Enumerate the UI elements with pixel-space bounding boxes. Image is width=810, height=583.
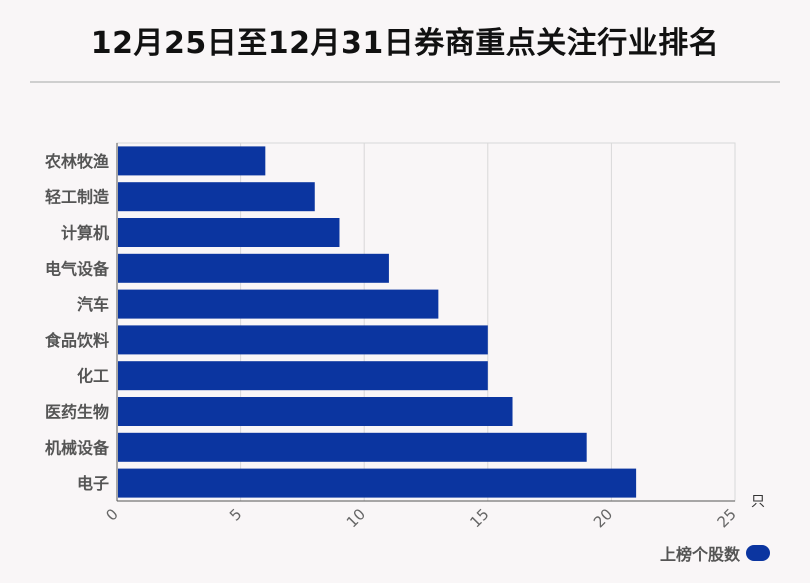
x-tick-label: 25	[714, 505, 740, 531]
bar	[118, 361, 488, 391]
legend: 上榜个股数	[660, 541, 770, 565]
bar-layer	[118, 146, 637, 498]
category-label: 轻工制造	[45, 188, 110, 207]
x-axis-unit-label: 只	[751, 494, 765, 510]
bar	[118, 468, 637, 498]
bar	[118, 182, 315, 212]
category-label: 电子	[77, 474, 109, 493]
category-label: 农林牧渔	[44, 152, 109, 171]
category-label: 食品饮料	[44, 331, 109, 350]
legend-swatch	[746, 545, 770, 561]
bar	[118, 253, 389, 283]
category-label: 计算机	[61, 224, 109, 243]
bar	[118, 397, 513, 426]
bar	[118, 146, 266, 176]
x-tick-label: 20	[590, 505, 616, 531]
x-tick-label: 15	[466, 505, 492, 531]
chart-title: 12月25日至12月31日券商重点关注行业排名	[90, 26, 720, 61]
category-label: 机械设备	[45, 438, 110, 457]
x-tick-label: 10	[343, 505, 369, 531]
bar	[118, 218, 340, 247]
bar	[118, 289, 439, 319]
x-tick-label: 0	[102, 505, 121, 524]
category-label: 汽车	[77, 295, 109, 314]
legend-entry-label: 上榜个股数	[659, 545, 740, 564]
x-tick-layer: 0 5 10 15 20 25	[102, 505, 739, 531]
bar	[118, 325, 488, 355]
title-divider	[30, 81, 780, 83]
category-label: 电气设备	[45, 259, 110, 278]
bar	[118, 432, 587, 462]
category-label: 医药生物	[45, 403, 109, 422]
x-tick-label: 5	[226, 505, 245, 524]
category-label: 化工	[77, 367, 109, 386]
